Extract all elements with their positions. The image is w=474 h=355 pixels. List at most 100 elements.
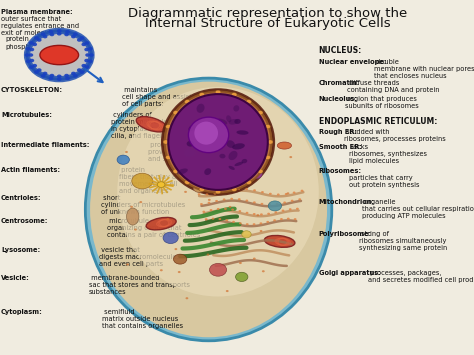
- Circle shape: [50, 74, 55, 77]
- Circle shape: [27, 31, 91, 79]
- Circle shape: [267, 140, 273, 144]
- Text: short
cylinders of microtubules
of unknown function: short cylinders of microtubules of unkno…: [100, 195, 185, 215]
- Ellipse shape: [127, 208, 139, 225]
- Circle shape: [246, 200, 248, 202]
- Circle shape: [223, 198, 226, 201]
- Circle shape: [57, 75, 62, 78]
- Ellipse shape: [237, 130, 248, 135]
- Circle shape: [268, 203, 271, 206]
- Circle shape: [48, 77, 53, 80]
- Circle shape: [77, 38, 82, 42]
- Text: protein: protein: [6, 36, 29, 42]
- Ellipse shape: [188, 117, 228, 153]
- Circle shape: [301, 190, 303, 192]
- Text: outer surface that
regulates entrance and
exit of molecules: outer surface that regulates entrance an…: [1, 16, 79, 36]
- Circle shape: [26, 60, 30, 63]
- Circle shape: [184, 100, 190, 104]
- Ellipse shape: [233, 105, 239, 111]
- Circle shape: [246, 212, 248, 214]
- Circle shape: [57, 77, 62, 81]
- Text: Diagrammatic representation to show the: Diagrammatic representation to show the: [128, 7, 408, 20]
- Ellipse shape: [232, 143, 245, 149]
- Ellipse shape: [40, 45, 79, 65]
- Circle shape: [273, 219, 276, 222]
- Text: membrane-bounded
sac that stores and transports
substances: membrane-bounded sac that stores and tra…: [89, 275, 190, 295]
- Text: processes, packages,
and secretes modified cell products: processes, packages, and secretes modifi…: [368, 270, 474, 283]
- Ellipse shape: [204, 168, 211, 175]
- Ellipse shape: [118, 87, 319, 296]
- Text: Rough ER:: Rough ER:: [319, 129, 356, 135]
- Circle shape: [29, 59, 34, 62]
- Circle shape: [219, 218, 221, 220]
- Ellipse shape: [184, 149, 195, 157]
- Circle shape: [217, 208, 219, 210]
- Text: Ribosomes:: Ribosomes:: [319, 168, 362, 174]
- Ellipse shape: [187, 141, 194, 147]
- Text: Plasma membrane:: Plasma membrane:: [1, 9, 73, 15]
- Circle shape: [88, 60, 93, 63]
- Text: Intermediate filaments:: Intermediate filaments:: [1, 142, 90, 148]
- Circle shape: [64, 74, 69, 77]
- Ellipse shape: [234, 119, 241, 124]
- Circle shape: [139, 201, 142, 203]
- Ellipse shape: [90, 82, 327, 337]
- Text: Mitochondrion:: Mitochondrion:: [319, 199, 374, 205]
- Circle shape: [246, 180, 252, 184]
- Text: ENDOPLASMIC RETICULUM:: ENDOPLASMIC RETICULUM:: [319, 117, 437, 126]
- Circle shape: [213, 192, 216, 195]
- Circle shape: [208, 202, 210, 204]
- Ellipse shape: [136, 116, 167, 132]
- Ellipse shape: [188, 125, 196, 131]
- Text: microtubule
organizing center that
contains a pair of centrioles: microtubule organizing center that conta…: [108, 218, 201, 238]
- Circle shape: [32, 43, 37, 46]
- Circle shape: [231, 187, 237, 191]
- Text: Vesicle:: Vesicle:: [1, 275, 30, 281]
- Circle shape: [73, 32, 78, 36]
- Circle shape: [174, 248, 177, 250]
- Circle shape: [85, 41, 90, 45]
- Circle shape: [287, 218, 290, 220]
- Circle shape: [237, 188, 240, 190]
- Circle shape: [265, 125, 271, 129]
- Circle shape: [37, 68, 42, 72]
- Text: Lysosome:: Lysosome:: [1, 247, 40, 253]
- Text: Nucleolus:: Nucleolus:: [319, 96, 357, 102]
- Circle shape: [85, 53, 90, 57]
- Circle shape: [48, 30, 53, 33]
- Circle shape: [232, 221, 235, 223]
- Circle shape: [84, 59, 89, 62]
- Circle shape: [239, 262, 242, 264]
- Circle shape: [64, 33, 69, 36]
- Text: semifluid
matrix outside nucleus
that contains organelles: semifluid matrix outside nucleus that co…: [102, 309, 183, 329]
- Ellipse shape: [229, 119, 238, 125]
- Circle shape: [184, 191, 187, 193]
- Circle shape: [25, 53, 29, 57]
- Circle shape: [282, 209, 284, 212]
- Circle shape: [71, 35, 76, 38]
- Text: maintains
cell shape and assists movement
of cell parts:: maintains cell shape and assists movemen…: [122, 87, 234, 107]
- Circle shape: [125, 151, 128, 153]
- Circle shape: [224, 208, 227, 210]
- Circle shape: [184, 180, 190, 184]
- Ellipse shape: [228, 151, 237, 160]
- Ellipse shape: [264, 235, 295, 247]
- Circle shape: [71, 72, 76, 75]
- Ellipse shape: [268, 201, 282, 211]
- Text: Polyribosome:: Polyribosome:: [319, 231, 372, 237]
- Circle shape: [50, 33, 55, 36]
- Circle shape: [173, 111, 179, 115]
- Ellipse shape: [242, 159, 247, 163]
- Text: lacks
ribosomes, synthesizes
lipid molecules: lacks ribosomes, synthesizes lipid molec…: [349, 144, 427, 164]
- Ellipse shape: [242, 231, 251, 238]
- Circle shape: [231, 208, 234, 211]
- Circle shape: [253, 257, 255, 260]
- Ellipse shape: [210, 127, 227, 136]
- Circle shape: [202, 211, 205, 213]
- Circle shape: [173, 169, 179, 173]
- Circle shape: [231, 93, 237, 97]
- Text: organelle
that carries out cellular respiration
producing ATP molecules: organelle that carries out cellular resp…: [362, 199, 474, 219]
- Circle shape: [257, 111, 263, 115]
- Ellipse shape: [85, 78, 332, 341]
- Circle shape: [199, 93, 205, 97]
- Ellipse shape: [277, 142, 292, 149]
